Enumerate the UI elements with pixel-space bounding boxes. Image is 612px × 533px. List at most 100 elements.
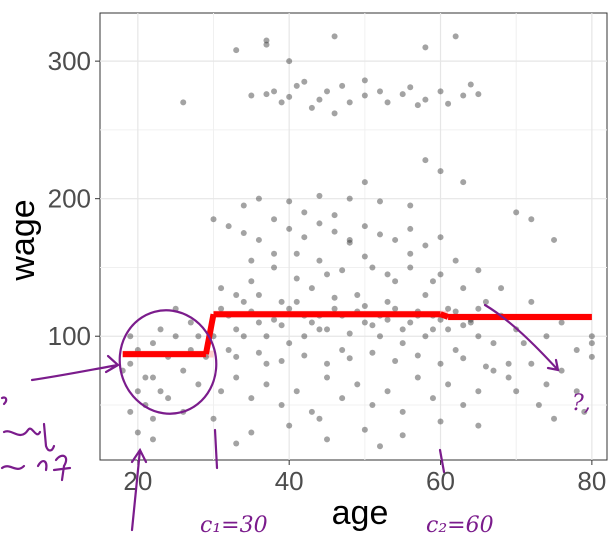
data-point [278, 99, 285, 106]
data-point [467, 319, 474, 326]
data-point [399, 91, 406, 98]
x-tick-label: 60 [426, 466, 455, 496]
data-point [429, 395, 436, 402]
ink-tick-c2 [438, 448, 446, 474]
data-point [422, 157, 429, 164]
data-point [286, 58, 293, 65]
data-point [392, 305, 399, 312]
data-point [460, 92, 467, 99]
data-point [361, 253, 368, 260]
data-point [535, 401, 542, 408]
data-point [392, 236, 399, 243]
grid-lines [100, 13, 607, 460]
data-point [460, 285, 467, 292]
data-point [180, 367, 187, 374]
ink-left-scribble-1 [0, 396, 8, 406]
data-point [558, 367, 565, 374]
data-point [271, 88, 278, 95]
data-point [195, 381, 202, 388]
data-point [218, 285, 225, 292]
data-point [339, 267, 346, 274]
data-point [482, 298, 489, 305]
data-point [369, 264, 376, 271]
data-point [543, 381, 550, 388]
data-point [429, 278, 436, 285]
data-point [286, 422, 293, 429]
data-point [573, 346, 580, 353]
data-point [271, 250, 278, 257]
data-point [218, 305, 225, 312]
data-point [490, 367, 497, 374]
x-axis-title: age [332, 494, 389, 532]
data-point [346, 355, 353, 362]
data-point [414, 102, 421, 109]
data-point [414, 374, 421, 381]
data-point [407, 84, 414, 91]
data-point [437, 234, 444, 241]
data-point [588, 333, 595, 340]
ink-annotations [0, 303, 560, 532]
data-point [505, 360, 512, 367]
data-point [210, 216, 217, 223]
data-point [149, 415, 156, 422]
data-point [331, 212, 338, 219]
fit-segment [439, 311, 450, 320]
data-point [475, 388, 482, 395]
data-point [195, 333, 202, 340]
data-point [437, 360, 444, 367]
data-point [134, 388, 141, 395]
data-point [233, 374, 240, 381]
data-point [588, 340, 595, 347]
data-point [157, 388, 164, 395]
x-tick-label: 80 [577, 466, 606, 496]
data-point [187, 319, 194, 326]
data-point [467, 81, 474, 88]
data-point [452, 308, 459, 315]
data-point [407, 264, 414, 271]
data-point [346, 239, 353, 246]
data-point [482, 363, 489, 370]
data-point [218, 388, 225, 395]
data-point [149, 340, 156, 347]
data-point [263, 41, 270, 48]
data-point [248, 257, 255, 264]
data-point [293, 250, 300, 257]
data-point [354, 381, 361, 388]
data-point [301, 209, 308, 216]
data-point [475, 422, 482, 429]
data-point [528, 216, 535, 223]
data-point [134, 429, 141, 436]
x-tick-label: 40 [275, 466, 304, 496]
data-point [225, 346, 232, 353]
data-point [165, 395, 172, 402]
data-point [233, 291, 240, 298]
ink-arrow-left [30, 354, 120, 382]
data-point [407, 250, 414, 257]
data-point [248, 429, 255, 436]
data-point [286, 340, 293, 347]
data-point [255, 319, 262, 326]
data-point [278, 401, 285, 408]
data-point [316, 257, 323, 264]
data-point [286, 198, 293, 205]
data-point [255, 195, 262, 202]
data-point [376, 333, 383, 340]
data-point [240, 202, 247, 209]
data-point [437, 168, 444, 175]
data-point [498, 285, 505, 292]
data-point [263, 91, 270, 98]
data-point [286, 305, 293, 312]
data-point [240, 333, 247, 340]
data-point [255, 349, 262, 356]
data-point [361, 92, 368, 99]
data-point [361, 302, 368, 309]
data-point [407, 319, 414, 326]
data-point [588, 353, 595, 360]
data-point [293, 388, 300, 395]
data-point [324, 88, 331, 95]
data-point [324, 326, 331, 333]
data-point [460, 179, 467, 186]
data-point [308, 285, 315, 292]
data-point [384, 388, 391, 395]
